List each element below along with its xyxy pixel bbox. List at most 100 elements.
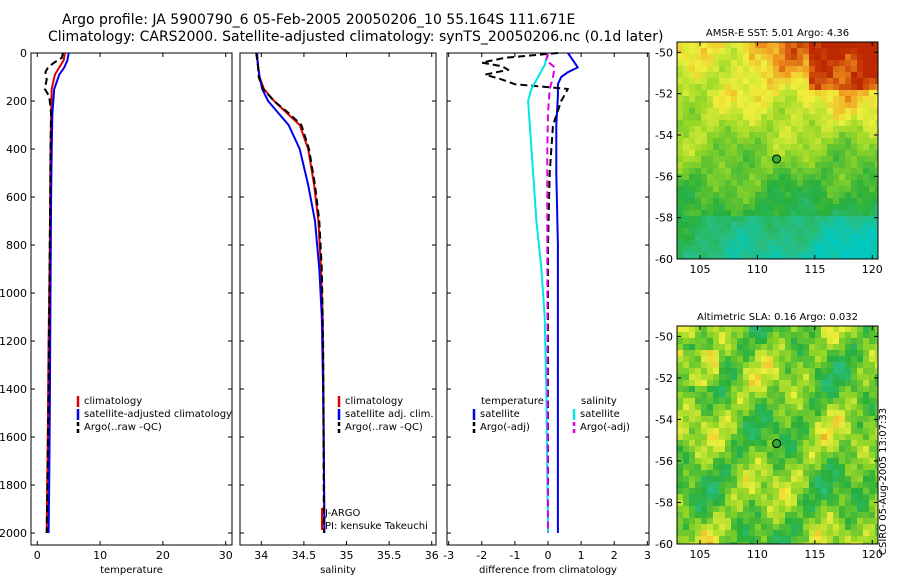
heatmap-cell <box>797 114 804 121</box>
heatmap-cell <box>791 500 798 507</box>
heatmap-cell <box>761 54 768 61</box>
heatmap-cell <box>701 476 708 483</box>
heatmap-cell <box>743 120 750 127</box>
heatmap-cell <box>749 234 756 241</box>
heatmap-cell <box>749 48 756 55</box>
heatmap-cell <box>743 222 750 229</box>
heatmap-cell <box>785 114 792 121</box>
heatmap-cell <box>857 54 864 61</box>
heatmap-cell <box>749 434 756 441</box>
heatmap-cell <box>875 362 879 369</box>
heatmap-cell <box>821 222 828 229</box>
heatmap-cell <box>701 512 708 519</box>
heatmap-cell <box>815 470 822 477</box>
heatmap-cell <box>683 198 690 205</box>
heatmap-cell <box>683 192 690 199</box>
heatmap-cell <box>713 174 720 181</box>
map-frame <box>676 325 879 545</box>
heatmap-cell <box>851 42 858 49</box>
heatmap-cell <box>785 422 792 429</box>
heatmap-cell <box>725 410 732 417</box>
heatmap-cell <box>875 216 879 223</box>
heatmap-cell <box>749 416 756 423</box>
y-tick-label: 400 <box>6 143 27 156</box>
heatmap-cell <box>749 162 756 169</box>
heatmap-cell <box>851 344 858 351</box>
heatmap-cell <box>773 186 780 193</box>
heatmap-cell <box>875 168 879 175</box>
heatmap-cell <box>815 542 822 545</box>
heatmap-cell <box>875 150 879 157</box>
heatmap-cell <box>845 500 852 507</box>
heatmap-cell <box>725 368 732 375</box>
heatmap-cell <box>827 368 834 375</box>
heatmap-cell <box>707 126 714 133</box>
heatmap-cell <box>701 204 708 211</box>
heatmap-cell <box>857 356 864 363</box>
heatmap-cell <box>713 506 720 513</box>
heatmap-cell <box>863 108 870 115</box>
credit-text: CSIRO 05-Aug-2005 13:07:33 <box>878 407 889 555</box>
heatmap-cell <box>839 144 846 151</box>
heatmap-cell <box>821 126 828 133</box>
heatmap-cell <box>869 108 876 115</box>
heatmap-cell <box>773 240 780 247</box>
heatmap-cell <box>797 374 804 381</box>
heatmap-cell <box>713 332 720 339</box>
heatmap-cell <box>713 428 720 435</box>
heatmap-cell <box>869 120 876 127</box>
heatmap-cell <box>719 246 726 253</box>
heatmap-cell <box>761 216 768 223</box>
heatmap-cell <box>809 404 816 411</box>
heatmap-cell <box>749 398 756 405</box>
heatmap-cell <box>851 150 858 157</box>
heatmap-cell <box>755 216 762 223</box>
heatmap-cell <box>785 90 792 97</box>
heatmap-cell <box>707 252 714 259</box>
heatmap-cell <box>719 332 726 339</box>
heatmap-cell <box>845 428 852 435</box>
heatmap-cell <box>773 416 780 423</box>
heatmap-cell <box>815 204 822 211</box>
heatmap-cell <box>689 494 696 501</box>
heatmap-cell <box>815 392 822 399</box>
heatmap-cell <box>821 48 828 55</box>
heatmap-cell <box>845 458 852 465</box>
heatmap-cell <box>779 240 786 247</box>
heatmap-cell <box>797 446 804 453</box>
heatmap-cell <box>731 476 738 483</box>
heatmap-cell <box>707 162 714 169</box>
heatmap-cell <box>719 464 726 471</box>
heatmap-cell <box>857 90 864 97</box>
heatmap-cell <box>749 518 756 525</box>
heatmap-cell <box>755 192 762 199</box>
heatmap-cell <box>695 210 702 217</box>
heatmap-cell <box>779 84 786 91</box>
heatmap-cell <box>863 90 870 97</box>
heatmap-cell <box>809 150 816 157</box>
heatmap-cell <box>791 332 798 339</box>
heatmap-cell <box>683 422 690 429</box>
heatmap-cell <box>689 210 696 217</box>
heatmap-cell <box>803 518 810 525</box>
heatmap-cell <box>803 222 810 229</box>
heatmap-cell <box>683 228 690 235</box>
heatmap-cell <box>797 506 804 513</box>
heatmap-cell <box>773 132 780 139</box>
heatmap-cell <box>815 228 822 235</box>
heatmap-cell <box>869 398 876 405</box>
heatmap-cell <box>737 542 744 545</box>
heatmap-cell <box>737 356 744 363</box>
heatmap-cell <box>857 446 864 453</box>
heatmap-cell <box>749 72 756 79</box>
heatmap-cell <box>815 252 822 259</box>
heatmap-cell <box>689 138 696 145</box>
heatmap-cell <box>773 228 780 235</box>
heatmap-cell <box>749 216 756 223</box>
heatmap-cell <box>749 332 756 339</box>
heatmap-cell <box>851 362 858 369</box>
heatmap-cell <box>743 440 750 447</box>
heatmap-cell <box>809 174 816 181</box>
heatmap-cell <box>809 114 816 121</box>
heatmap-cell <box>863 506 870 513</box>
